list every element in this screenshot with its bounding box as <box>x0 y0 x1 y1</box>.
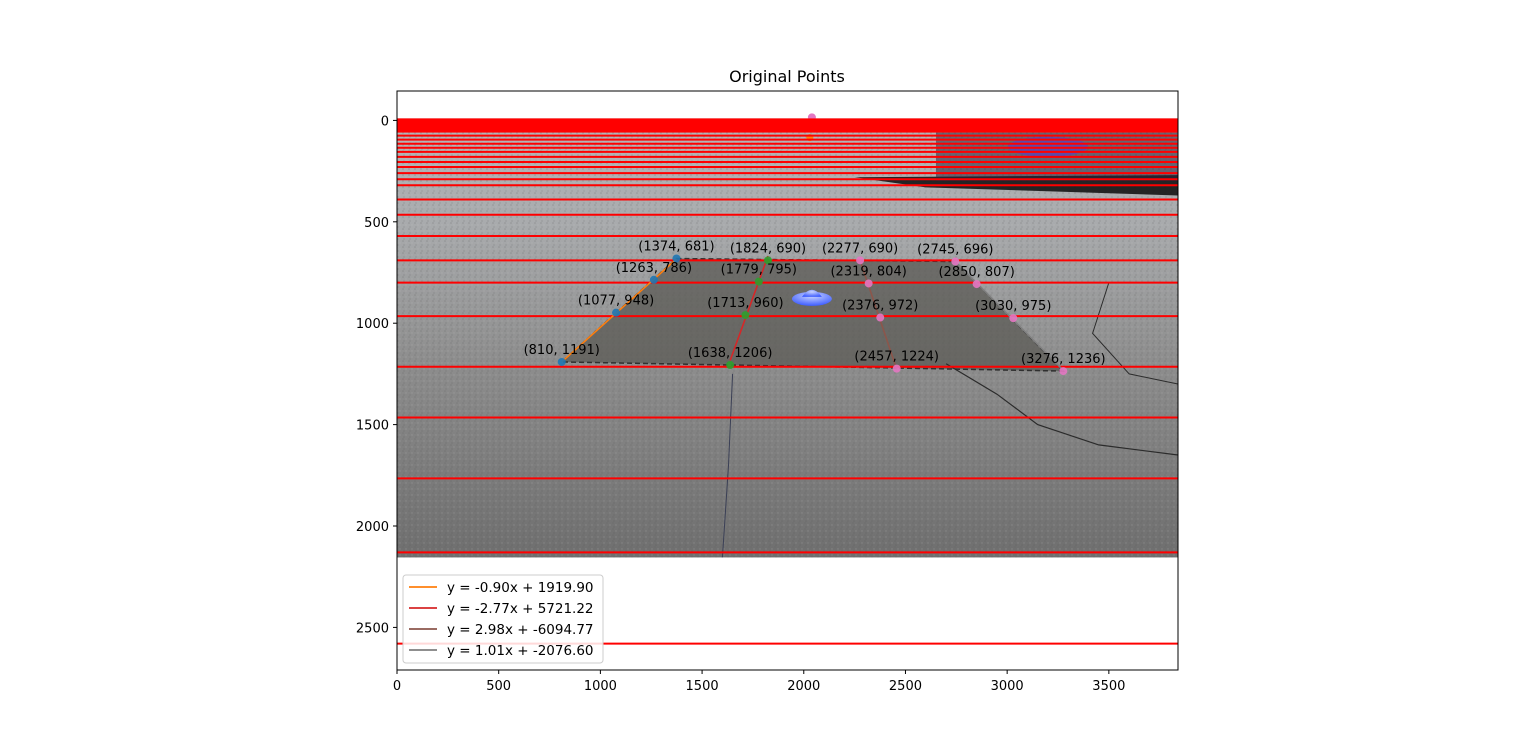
point-label: (1263, 786) <box>616 261 692 276</box>
fit-line <box>729 255 769 361</box>
crack <box>945 363 1178 456</box>
point-label: (2745, 696) <box>917 243 993 258</box>
x-tick-label: 3000 <box>991 679 1024 694</box>
point-label: (1824, 690) <box>730 241 806 256</box>
data-point <box>972 280 981 289</box>
crack <box>1092 282 1178 385</box>
axes-frame <box>396 90 1179 671</box>
x-tick-label: 2000 <box>787 679 820 694</box>
point-label: (2376, 972) <box>842 299 918 314</box>
legend-box <box>402 574 604 664</box>
y-tick-label: 2000 <box>356 520 389 535</box>
point-label: (1638, 1206) <box>688 346 773 361</box>
point-label: (1779, 795) <box>721 263 797 278</box>
legend-entry: y = -0.90x + 1919.90 <box>447 580 594 596</box>
y-tick-label: 500 <box>364 216 389 231</box>
data-point <box>726 360 735 369</box>
point-label: (1713, 960) <box>707 296 783 311</box>
horizontal-guide-lines <box>397 118 1178 645</box>
y-tick-label: 1500 <box>356 419 389 434</box>
point-label: (1374, 681) <box>638 240 714 255</box>
legend-entry: y = 1.01x + -2076.60 <box>447 643 594 659</box>
x-axis-ticks: 0 500 1000 1500 2000 2500 3000 3500 <box>393 670 1125 694</box>
data-point <box>864 279 873 288</box>
data-point <box>1059 367 1068 376</box>
x-tick-label: 1000 <box>584 679 617 694</box>
point-label: (2850, 807) <box>938 265 1014 280</box>
data-point <box>876 313 885 322</box>
x-tick-label: 2500 <box>889 679 922 694</box>
x-tick-label: 1500 <box>686 679 719 694</box>
data-point <box>557 357 566 366</box>
y-tick-label: 0 <box>381 114 389 129</box>
plot-area: ★ (1374, 681) (1824, 690) (2277, 690) (2745… <box>397 113 1178 645</box>
x-tick-label: 500 <box>486 679 511 694</box>
x-tick-label: 0 <box>393 679 401 694</box>
data-point <box>763 256 772 265</box>
point-label: (2457, 1224) <box>854 350 939 365</box>
red-band <box>397 118 1178 133</box>
cone <box>791 291 832 306</box>
point-label: (2319, 804) <box>830 264 906 279</box>
data-point <box>754 277 763 286</box>
legend-entry: y = 2.98x + -6094.77 <box>447 622 594 638</box>
crack <box>721 373 734 558</box>
point-label: (3276, 1236) <box>1021 352 1106 367</box>
data-point <box>856 256 865 265</box>
legend-entry: y = -2.77x + 5721.22 <box>447 601 594 617</box>
legend: y = -0.90x + 1919.90 y = -2.77x + 5721.22… <box>402 574 604 664</box>
chart-title: Original Points <box>729 67 845 86</box>
point-label: (810, 1191) <box>524 343 600 358</box>
x-tick-label: 3500 <box>1092 679 1125 694</box>
cone-top <box>801 289 822 297</box>
y-axis-ticks: 0 500 1000 1500 2000 2500 <box>356 114 397 636</box>
data-point <box>741 311 750 320</box>
point-label: (3030, 975) <box>975 299 1051 314</box>
data-point <box>649 275 658 284</box>
y-tick-label: 2500 <box>356 621 389 636</box>
y-tick-label: 1000 <box>356 317 389 332</box>
point-label: (1077, 948) <box>578 294 654 309</box>
data-point <box>672 254 681 263</box>
data-point <box>892 364 901 373</box>
fit-line <box>954 260 1064 371</box>
background-road-photo: ★ <box>397 113 1178 558</box>
data-point <box>951 257 960 266</box>
point-label: (2277, 690) <box>822 241 898 256</box>
data-points <box>557 254 1068 376</box>
point-annotations: (1374, 681) (1824, 690) (2277, 690) (2745, … <box>524 240 1106 368</box>
data-point <box>1009 314 1018 323</box>
data-point <box>612 308 621 317</box>
